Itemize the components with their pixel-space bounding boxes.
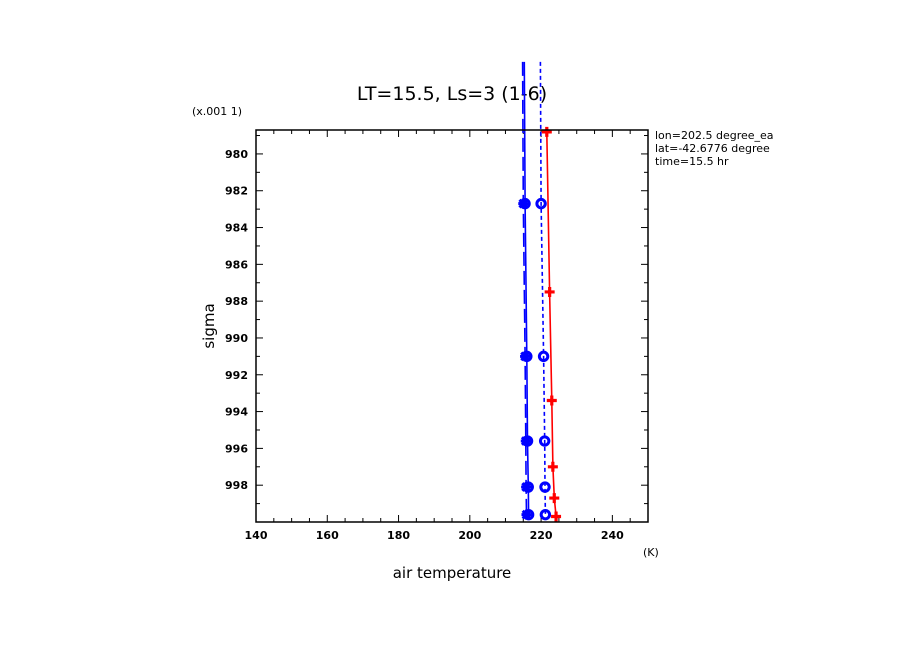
data-point — [546, 395, 557, 406]
x-unit-label: (K) — [643, 546, 659, 559]
data-point — [518, 198, 529, 209]
y-tick-label: 992 — [225, 369, 248, 382]
series-group — [518, 61, 562, 522]
x-tick-label: 180 — [387, 529, 410, 542]
chart-title: LT=15.5, Ls=3 (1-6) — [357, 83, 547, 105]
info-time: time=15.5 hr — [655, 155, 729, 168]
y-tick-label: 986 — [225, 258, 248, 271]
tick-labels: 140 160 180 200 220 240 980 982 984 986 988 990 992 9… — [225, 148, 624, 542]
y-tick-label: 994 — [225, 406, 248, 419]
data-point — [520, 351, 531, 362]
data-point — [541, 126, 552, 137]
data-point — [520, 436, 531, 447]
data-point — [521, 350, 533, 363]
data-point — [549, 493, 560, 504]
data-point — [539, 481, 551, 493]
x-tick-label: 160 — [316, 529, 339, 542]
data-point — [521, 509, 532, 520]
info-lat: lat=-42.6776 degree — [655, 142, 770, 155]
series-line-3 — [546, 131, 557, 517]
data-point — [551, 511, 562, 522]
data-point — [535, 197, 547, 210]
plot-frame — [255, 129, 649, 523]
data-point — [539, 508, 552, 521]
data-point — [522, 481, 534, 493]
data-point — [521, 482, 532, 493]
y-unit-label: (x.001 1) — [192, 105, 242, 118]
info-lon: lon=202.5 degree_ea — [655, 129, 774, 142]
data-point — [519, 197, 531, 210]
y-tick-label: 996 — [225, 442, 248, 455]
data-point — [544, 286, 555, 297]
axis-ticks — [255, 130, 649, 522]
y-tick-label: 984 — [225, 222, 248, 235]
x-tick-label: 220 — [530, 529, 553, 542]
data-point — [522, 508, 535, 521]
data-point — [538, 435, 551, 447]
x-tick-label: 140 — [245, 529, 268, 542]
x-tick-label: 200 — [458, 529, 481, 542]
y-tick-label: 982 — [225, 185, 248, 198]
data-point — [547, 461, 558, 472]
x-axis-label: air temperature — [393, 564, 512, 582]
y-axis-label: sigma — [200, 303, 218, 348]
data-point — [537, 350, 550, 363]
y-tick-label: 980 — [225, 148, 248, 161]
y-tick-label: 998 — [225, 479, 248, 492]
x-tick-label: 240 — [601, 529, 624, 542]
y-tick-label: 990 — [225, 332, 248, 345]
data-point — [521, 435, 534, 447]
y-tick-label: 988 — [225, 295, 248, 308]
